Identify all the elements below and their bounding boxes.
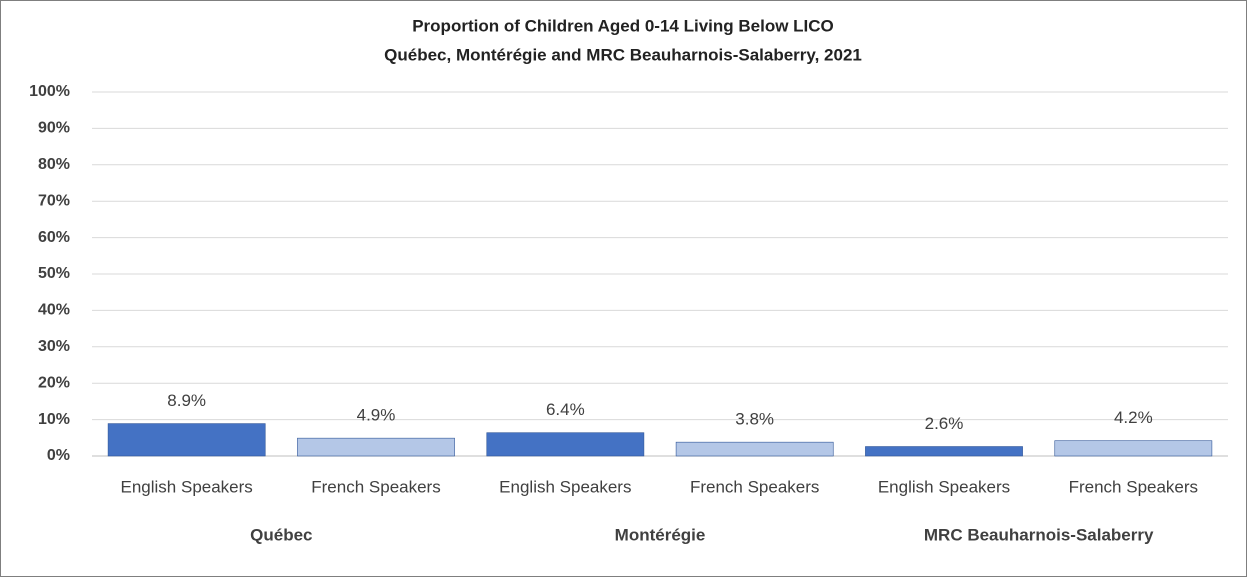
y-tick-label: 40% bbox=[38, 302, 70, 319]
data-label: 4.2% bbox=[1114, 408, 1153, 427]
data-label: 2.6% bbox=[925, 414, 964, 433]
group-label: Québec bbox=[250, 525, 312, 544]
bar bbox=[1054, 440, 1213, 457]
y-tick-label: 100% bbox=[29, 83, 70, 100]
y-tick-label: 0% bbox=[47, 447, 70, 464]
data-label: 6.4% bbox=[546, 400, 585, 419]
x-tick-label: French Speakers bbox=[311, 477, 440, 496]
x-tick-label: French Speakers bbox=[1069, 477, 1198, 496]
y-tick-label: 60% bbox=[38, 229, 70, 246]
x-tick-label: English Speakers bbox=[499, 477, 631, 496]
bar bbox=[486, 432, 645, 457]
data-label: 4.9% bbox=[357, 406, 396, 425]
bar bbox=[865, 446, 1023, 457]
y-tick-label: 80% bbox=[38, 156, 70, 173]
group-label: MRC Beauharnois-Salaberry bbox=[924, 525, 1154, 544]
bar bbox=[107, 423, 266, 457]
data-label: 8.9% bbox=[167, 391, 206, 410]
bar bbox=[675, 441, 834, 457]
y-tick-label: 30% bbox=[38, 338, 70, 355]
y-tick-label: 90% bbox=[38, 120, 70, 137]
y-tick-label: 10% bbox=[38, 411, 70, 428]
chart-title: Proportion of Children Aged 0-14 Living … bbox=[412, 16, 834, 35]
x-tick-label: English Speakers bbox=[121, 477, 253, 496]
chart-subtitle: Québec, Montérégie and MRC Beauharnois-S… bbox=[384, 45, 862, 64]
y-tick-label: 70% bbox=[38, 192, 70, 209]
x-tick-label: French Speakers bbox=[690, 477, 819, 496]
data-label: 3.8% bbox=[735, 410, 774, 429]
y-tick-label: 20% bbox=[38, 374, 70, 391]
group-label: Montérégie bbox=[615, 525, 706, 544]
x-tick-label: English Speakers bbox=[878, 477, 1010, 496]
y-tick-label: 50% bbox=[38, 265, 70, 282]
bar bbox=[297, 437, 455, 457]
